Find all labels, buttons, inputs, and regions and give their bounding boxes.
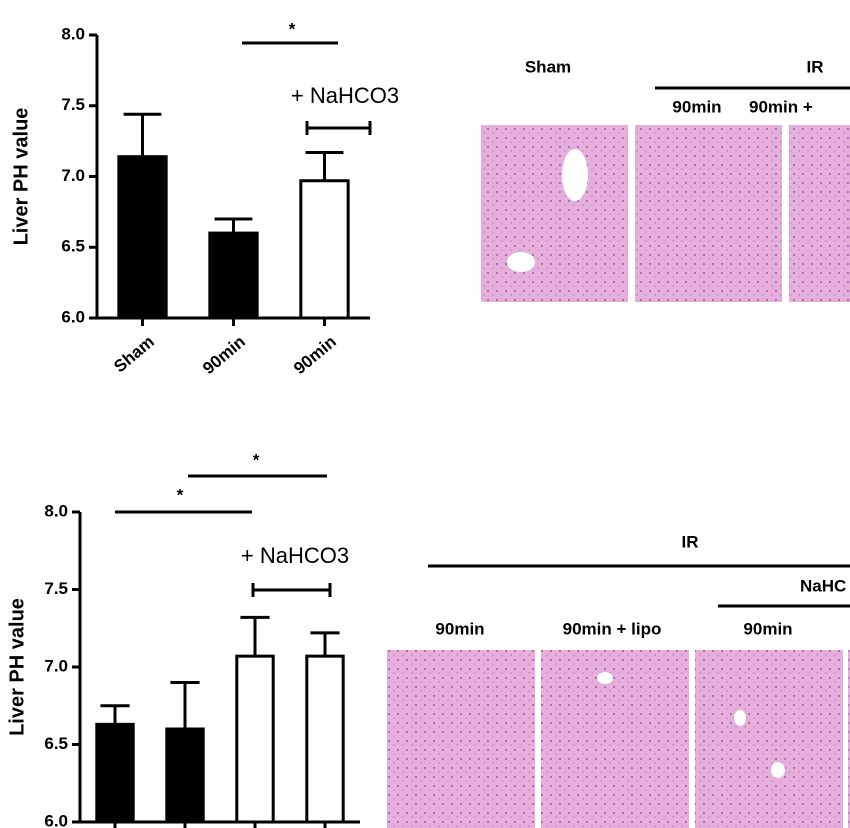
image: [848, 650, 850, 828]
image: [387, 650, 535, 828]
panel-label: IR: [682, 532, 699, 551]
bar: [299, 179, 350, 320]
image: [789, 125, 850, 302]
bar: [305, 654, 345, 824]
y-tick-label: 6.5: [61, 237, 85, 256]
panel-label: 90min: [743, 619, 792, 638]
histology-top: Sham IR 90min 90min +: [481, 57, 850, 302]
image: [481, 125, 628, 302]
vessel: [734, 710, 746, 726]
vessel: [562, 149, 588, 201]
x-tick-label: Sham: [110, 332, 158, 376]
y-tick-label: 7.0: [44, 656, 68, 675]
image: [541, 650, 689, 828]
panel-label: NaHC: [800, 576, 846, 595]
treatment-bracket: [251, 583, 332, 597]
y-tick-label: 7.0: [61, 166, 85, 185]
y-tick-label: 7.5: [44, 579, 68, 598]
y-axis-label: Liver PH value: [10, 108, 32, 246]
bar: [95, 722, 135, 824]
vessel: [597, 672, 613, 684]
x-tick-label: 90min: [199, 332, 249, 378]
histology-bottom: IR NaHC 90min 90min + lipo 90min: [387, 532, 850, 828]
vessel: [507, 252, 535, 272]
x-tick-label: 90min: [290, 332, 340, 378]
annotation: + NaHCO3: [241, 543, 349, 568]
panel-label: Sham: [525, 57, 571, 76]
panel-label: 90min: [672, 97, 721, 116]
panel-label: 90min + lipo: [563, 619, 662, 638]
y-tick-label: 6.0: [44, 811, 68, 828]
annotation: + NaHCO3: [291, 83, 399, 108]
bar: [165, 727, 205, 824]
y-tick-label: 8.0: [44, 501, 68, 520]
image: [635, 125, 782, 302]
panel-label: 90min: [435, 619, 484, 638]
y-tick-label: 6.0: [61, 307, 85, 326]
panel-label: 90min +: [749, 97, 813, 116]
y-tick-label: 7.5: [61, 95, 85, 114]
y-tick-label: 8.0: [61, 24, 85, 43]
vessel: [771, 762, 785, 778]
bar: [208, 231, 259, 320]
annotation: *: [177, 485, 184, 504]
treatment-bracket: [305, 121, 372, 135]
bar: [235, 654, 275, 824]
annotation: *: [253, 450, 260, 469]
y-axis-label: Liver PH value: [6, 598, 28, 736]
annotation: *: [289, 19, 296, 38]
image: [695, 650, 843, 828]
bar: [117, 155, 168, 320]
panel-label: IR: [807, 57, 824, 76]
y-tick-label: 6.5: [44, 734, 68, 753]
